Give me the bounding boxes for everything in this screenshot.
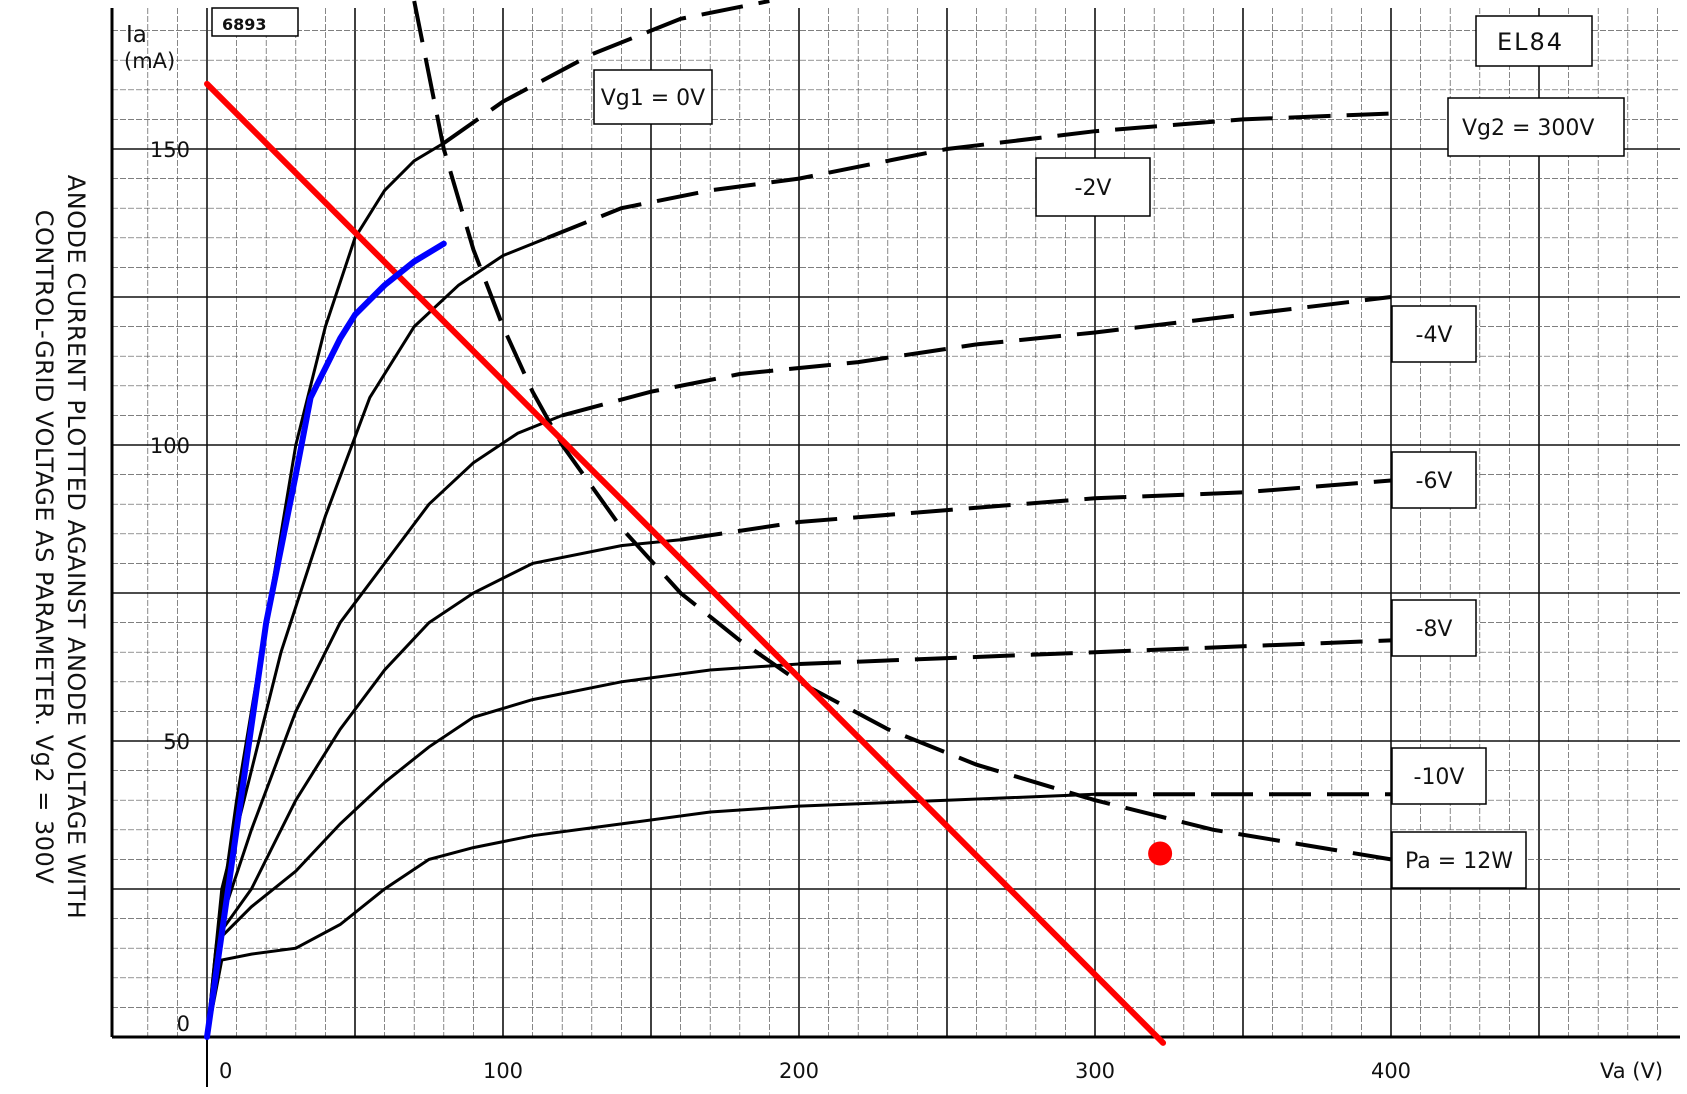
series-curve — [205, 538, 681, 1038]
series-curve-dashed — [412, 0, 1392, 862]
series-label: Vg1 = 0V — [601, 86, 705, 111]
x-tick-label: 0 — [219, 1059, 232, 1083]
caption-line-1: ANODE CURRENT PLOTTED AGAINST ANODE VOLT… — [62, 175, 90, 919]
series-label-box — [1391, 451, 1477, 509]
series-labels: Vg1 = 0V -2V -4V -6V -8V -10V Pa = 12W — [593, 69, 1527, 889]
series-label-box — [593, 69, 713, 125]
axes — [110, 8, 1680, 1087]
blue-trace — [204, 240, 447, 1040]
series-group — [205, 0, 1392, 1038]
caption-line-2: CONTROL-GRID VOLTAGE AS PARAMETER. Vg2 =… — [30, 210, 58, 885]
series-curve — [205, 662, 800, 1038]
series-curve-dashed — [546, 111, 1392, 240]
figure-id-box — [211, 7, 299, 37]
y-tick-label: 0 — [177, 1012, 190, 1036]
x-tick-label: 200 — [779, 1059, 819, 1083]
operating-point — [1148, 841, 1173, 866]
y-tick-label: 150 — [150, 138, 190, 162]
series-label: -10V — [1414, 765, 1465, 790]
load-line — [204, 80, 1167, 1046]
series-curve-dashed — [442, 0, 770, 145]
series-label: -2V — [1075, 176, 1112, 201]
series-curve-dashed — [798, 638, 1392, 666]
y-axis-label: Ia — [126, 22, 147, 48]
y-tick-label: 50 — [163, 730, 190, 754]
series-curve-dashed — [561, 295, 1392, 418]
grid — [112, 8, 1680, 1038]
series-label-box — [1391, 305, 1477, 363]
series-curve — [205, 414, 563, 1038]
side-caption: ANODE CURRENT PLOTTED AGAINST ANODE VOLT… — [30, 175, 90, 919]
series-label-box — [1391, 747, 1487, 805]
series-label: -6V — [1416, 469, 1453, 494]
series-label: -8V — [1416, 617, 1453, 642]
figure-id: 6893 — [222, 15, 267, 34]
series-label: -4V — [1416, 323, 1453, 348]
x-tick-label: 300 — [1075, 1059, 1115, 1083]
series-curve — [205, 792, 1096, 1038]
series-label-box — [1391, 599, 1477, 657]
tube-name-box — [1475, 15, 1593, 67]
x-tick-label: 100 — [483, 1059, 523, 1083]
series-curve-dashed — [680, 478, 1392, 542]
tick-labels: 0 100 200 300 400 0 50 100 150 — [150, 138, 1411, 1083]
vg2-label: Vg2 = 300V — [1462, 116, 1594, 141]
series-label-box — [1391, 831, 1527, 889]
series-label-box — [1035, 157, 1151, 217]
x-tick-label: 400 — [1371, 1059, 1411, 1083]
x-axis-label: Va (V) — [1600, 1059, 1663, 1083]
y-tick-label: 100 — [150, 434, 190, 458]
series-label: Pa = 12W — [1405, 849, 1513, 874]
vg2-label-box — [1447, 97, 1625, 157]
tube-name: EL84 — [1497, 28, 1564, 56]
overlays — [204, 80, 1173, 1046]
y-axis-unit: (mA) — [124, 49, 175, 73]
